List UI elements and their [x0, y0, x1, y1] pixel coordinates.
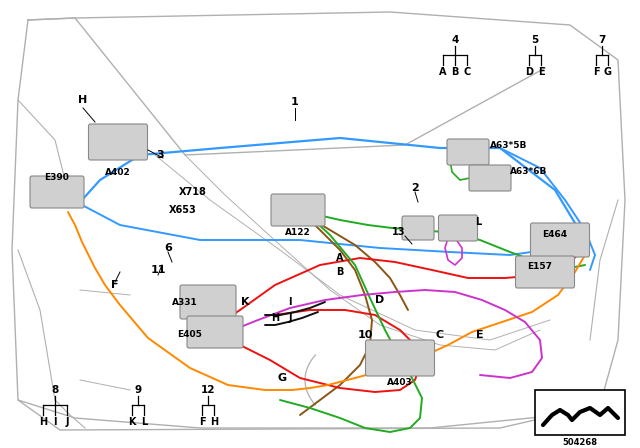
- Text: J: J: [288, 313, 292, 323]
- Text: A122: A122: [285, 228, 311, 237]
- Text: B: B: [336, 267, 344, 277]
- FancyBboxPatch shape: [469, 165, 511, 191]
- Text: J: J: [65, 417, 68, 427]
- Text: H: H: [210, 417, 218, 427]
- Text: A63*5B: A63*5B: [490, 141, 527, 150]
- Text: E: E: [538, 67, 544, 77]
- Text: H: H: [39, 417, 47, 427]
- Text: X653: X653: [169, 205, 197, 215]
- Text: I: I: [53, 417, 57, 427]
- FancyBboxPatch shape: [531, 223, 589, 257]
- Text: 5: 5: [531, 35, 539, 45]
- Text: A: A: [439, 67, 447, 77]
- Text: 10: 10: [357, 330, 372, 340]
- Text: F: F: [593, 67, 599, 77]
- Text: H: H: [271, 313, 279, 323]
- FancyBboxPatch shape: [180, 285, 236, 319]
- Text: E: E: [476, 330, 484, 340]
- Text: L: L: [475, 217, 481, 227]
- Text: E464: E464: [543, 230, 568, 239]
- Text: A331: A331: [172, 298, 198, 307]
- Text: A402: A402: [105, 168, 131, 177]
- FancyBboxPatch shape: [515, 256, 575, 288]
- Text: H: H: [78, 95, 88, 105]
- Text: 1: 1: [291, 97, 299, 107]
- Text: F: F: [198, 417, 205, 427]
- Text: C: C: [436, 330, 444, 340]
- FancyBboxPatch shape: [187, 316, 243, 348]
- Text: G: G: [604, 67, 612, 77]
- Text: K: K: [128, 417, 136, 427]
- Text: B: B: [451, 67, 459, 77]
- Text: 9: 9: [134, 385, 141, 395]
- Bar: [535, 390, 625, 435]
- Text: A: A: [336, 253, 344, 263]
- Text: G: G: [277, 373, 287, 383]
- FancyBboxPatch shape: [365, 340, 435, 376]
- FancyBboxPatch shape: [271, 194, 325, 226]
- Text: F: F: [111, 280, 119, 290]
- FancyBboxPatch shape: [30, 176, 84, 208]
- Text: 13: 13: [392, 227, 405, 237]
- FancyBboxPatch shape: [438, 215, 477, 241]
- Text: E405: E405: [177, 330, 202, 339]
- Text: 7: 7: [598, 35, 605, 45]
- Text: E157: E157: [527, 262, 552, 271]
- Text: 2: 2: [411, 183, 419, 193]
- Text: I: I: [288, 297, 292, 307]
- FancyBboxPatch shape: [447, 139, 489, 165]
- Text: 504268: 504268: [563, 438, 598, 447]
- FancyBboxPatch shape: [402, 216, 434, 240]
- Text: 8: 8: [51, 385, 59, 395]
- FancyBboxPatch shape: [88, 124, 147, 160]
- Text: 12: 12: [201, 385, 215, 395]
- Text: X718: X718: [179, 187, 207, 197]
- Text: L: L: [141, 417, 147, 427]
- Text: D: D: [525, 67, 533, 77]
- Text: 4: 4: [451, 35, 459, 45]
- Text: A63*6B: A63*6B: [510, 168, 547, 177]
- Text: 3: 3: [156, 150, 164, 160]
- Text: A403: A403: [387, 378, 413, 387]
- Text: 11: 11: [150, 265, 166, 275]
- Text: K: K: [241, 297, 249, 307]
- Text: C: C: [463, 67, 470, 77]
- Text: 6: 6: [164, 243, 172, 253]
- Text: E390: E390: [45, 173, 69, 182]
- Text: D: D: [376, 295, 385, 305]
